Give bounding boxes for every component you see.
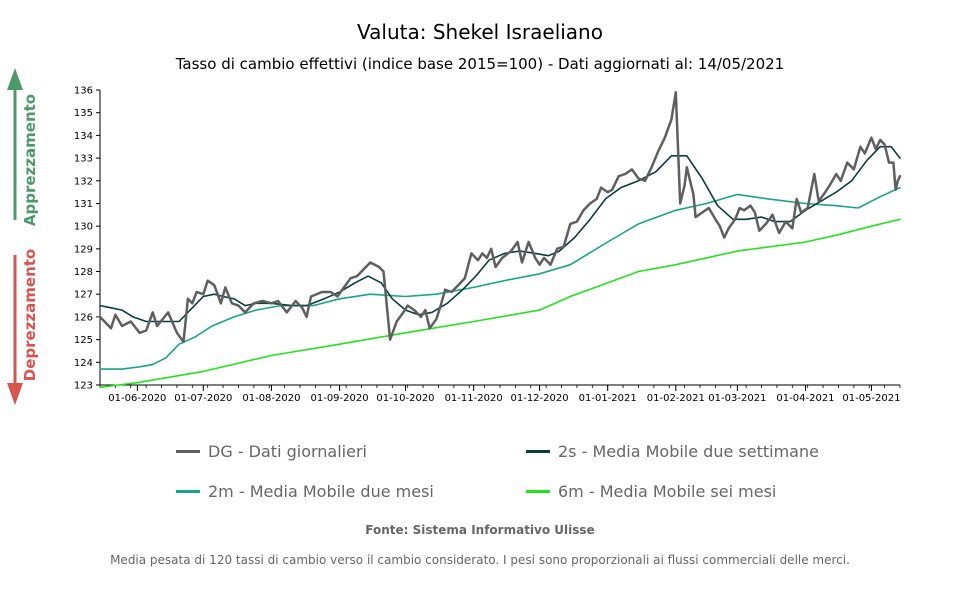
appreciation-arrow-head — [7, 68, 23, 90]
source-note: Fonte: Sistema Informativo Ulisse — [365, 523, 595, 537]
legend-swatch — [176, 450, 200, 453]
x-tick-label: 01-04-2021 — [776, 393, 834, 404]
legend-label: 2s - Media Mobile due settimane — [558, 442, 819, 461]
x-tick-label: 01-03-2021 — [708, 393, 766, 404]
y-tick-label: 125 — [74, 335, 93, 346]
y-tick-label: 130 — [74, 222, 93, 233]
y-tick-label: 134 — [74, 131, 93, 142]
x-tick-label: 01-02-2021 — [647, 393, 705, 404]
series-6-months-line — [99, 218, 901, 389]
y-tick-label: 131 — [74, 199, 93, 210]
y-tick-label: 128 — [74, 267, 93, 278]
x-tick-label: 01-09-2020 — [310, 393, 368, 404]
x-tick-label: 01-12-2020 — [510, 393, 568, 404]
x-tick-label: 01-08-2020 — [242, 393, 300, 404]
y-tick-label: 129 — [74, 244, 93, 255]
legend-label: 2m - Media Mobile due mesi — [208, 482, 434, 501]
series-2-months-line — [99, 186, 901, 370]
methodology-note: Media pesata di 120 tassi di cambio vers… — [110, 553, 850, 567]
chart-subtitle: Tasso di cambio effettivi (indice base 2… — [175, 55, 785, 73]
chart-axes: 123 124 125 126 127 128 129 130 131 132 133 134 135 1… — [74, 86, 901, 405]
x-tick-label: 01-07-2020 — [174, 393, 232, 404]
y-tick-label: 135 — [74, 108, 93, 119]
legend-item-daily[interactable]: DG - Dati giornalieri — [176, 442, 367, 461]
y-tick-label: 123 — [74, 381, 93, 392]
depreciation-label: Deprezzamento — [21, 248, 39, 382]
legend-item-2-months[interactable]: 2m - Media Mobile due mesi — [176, 482, 434, 501]
chart-title: Valuta: Shekel Israeliano — [357, 20, 603, 44]
legend-swatch — [526, 490, 550, 493]
series-daily-line — [98, 91, 902, 344]
depreciation-arrow-head — [7, 383, 23, 405]
legend-label: DG - Dati giornalieri — [208, 442, 367, 461]
chart-series — [98, 91, 902, 389]
x-tick-label: 01-06-2020 — [108, 393, 166, 404]
y-tick-label: 127 — [74, 290, 93, 301]
y-tick-label: 124 — [74, 358, 93, 369]
x-tick-label: 01-01-2021 — [579, 393, 637, 404]
legend-item-2-weeks[interactable]: 2s - Media Mobile due settimane — [526, 442, 819, 461]
y-tick-label: 136 — [74, 86, 93, 97]
series-2-weeks-line — [99, 145, 901, 323]
legend-label: 6m - Media Mobile sei mesi — [558, 482, 777, 501]
legend-swatch — [526, 450, 550, 453]
y-tick-label: 126 — [74, 312, 93, 323]
appreciation-depreciation-arrows — [7, 68, 23, 405]
legend-item-6-months[interactable]: 6m - Media Mobile sei mesi — [526, 482, 776, 501]
y-tick-label: 133 — [74, 154, 93, 165]
y-tick-label: 132 — [74, 176, 93, 187]
x-tick-label: 01-10-2020 — [376, 393, 434, 404]
x-tick-label: 01-11-2020 — [445, 393, 503, 404]
legend-swatch — [176, 490, 200, 493]
appreciation-label: Apprezzamento — [21, 93, 39, 227]
x-tick-label: 01-05-2021 — [842, 393, 900, 404]
